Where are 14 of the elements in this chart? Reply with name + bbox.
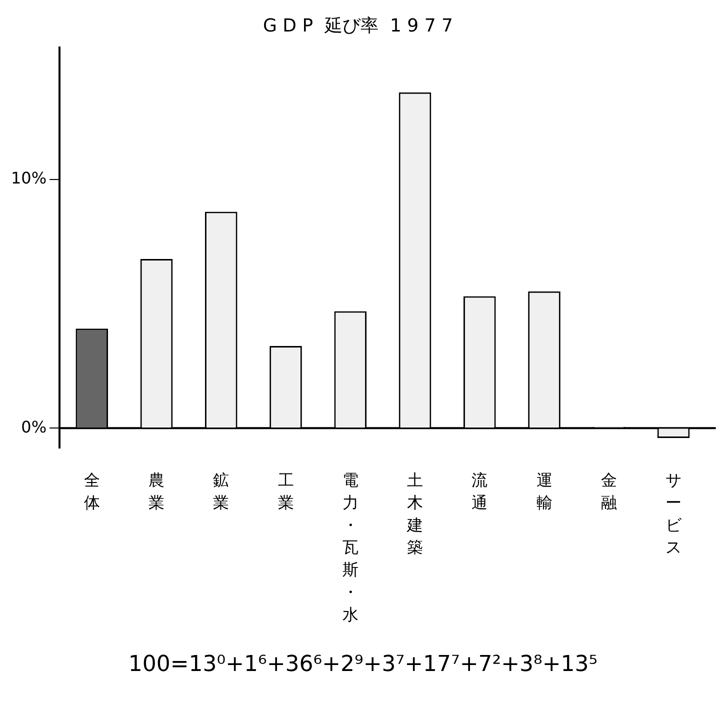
x-tick-label: 土木建築 xyxy=(406,470,423,557)
x-tick-label: 農業 xyxy=(148,470,164,512)
x-tick-label: 全体 xyxy=(84,470,100,512)
x-tick-label: 鉱業 xyxy=(213,470,230,512)
chart-title: G D P 延び率 1 9 7 7 xyxy=(263,15,453,36)
x-tick-label: 電力・瓦斯・水 xyxy=(342,470,358,624)
y-tick-label: 10% xyxy=(11,168,47,188)
y-tick-label: 0% xyxy=(21,417,47,436)
x-tick-label: 流通 xyxy=(472,470,488,512)
x-tick-label: サービス xyxy=(666,470,682,557)
text: 100=13⁰+1⁶+36⁶+2⁹+3⁷+17⁷+7²+3⁸+13⁵ xyxy=(127,652,599,677)
x-tick-label: 工業 xyxy=(278,470,294,512)
x-tick-label: 金融 xyxy=(600,470,617,512)
x-tick-label: 運輸 xyxy=(536,470,552,512)
